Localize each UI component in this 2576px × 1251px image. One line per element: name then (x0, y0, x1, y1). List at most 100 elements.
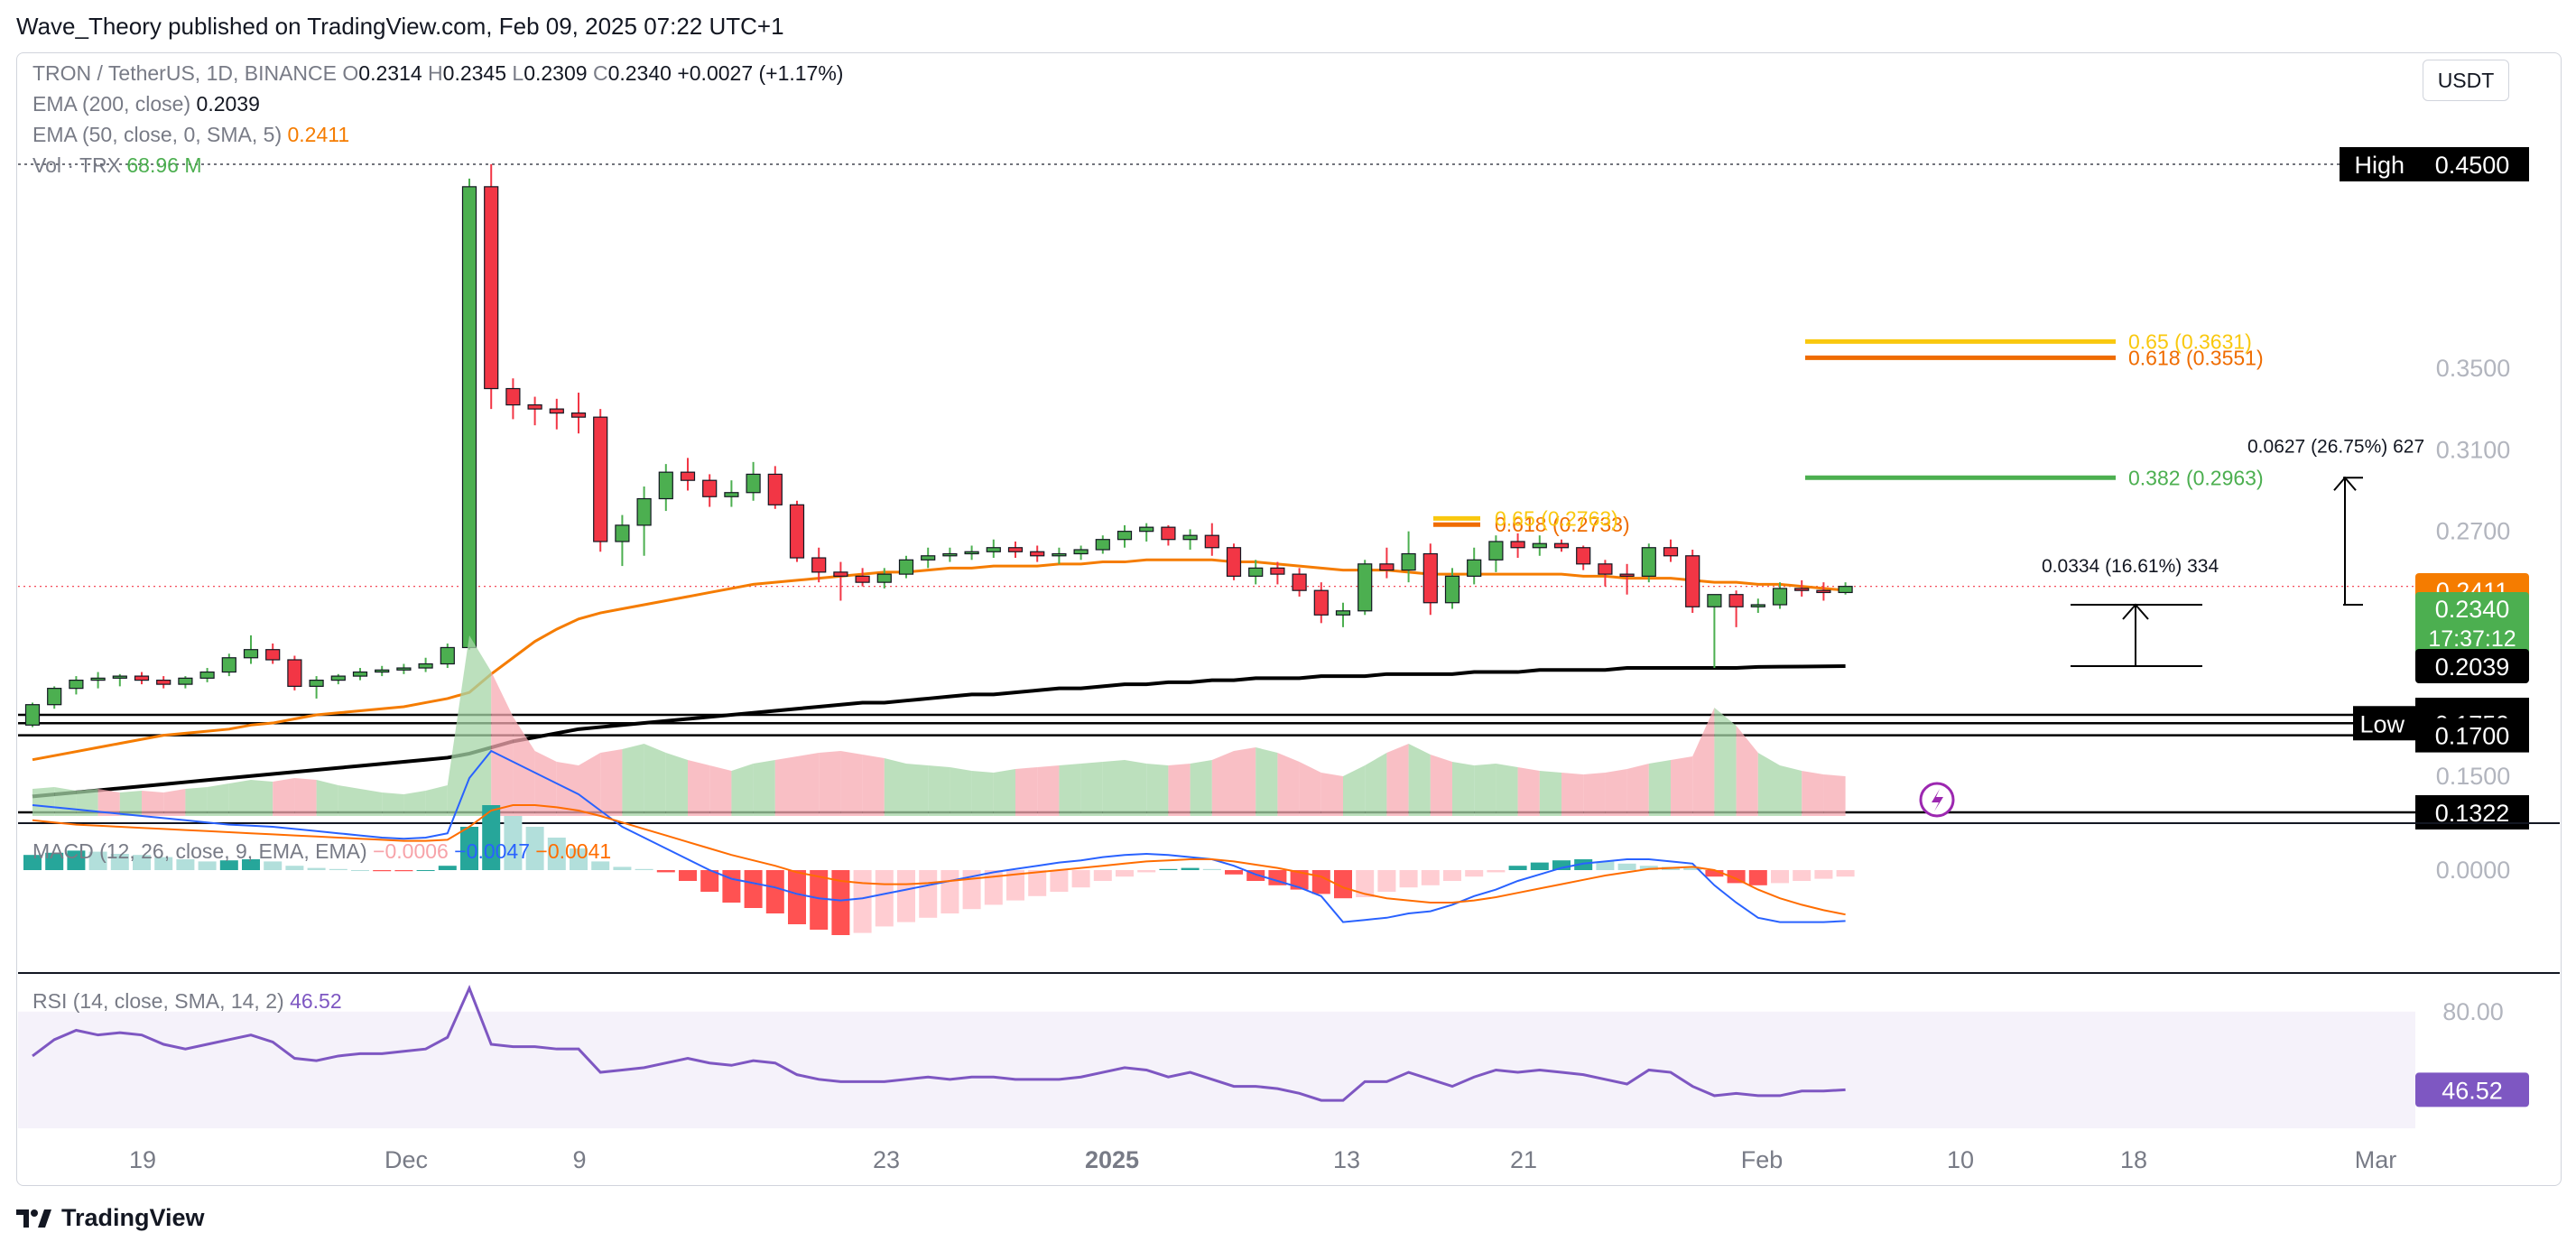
candle-body[interactable] (1292, 573, 1307, 591)
candle-body[interactable] (1335, 610, 1351, 616)
candle-body[interactable] (746, 473, 761, 494)
legend-macd-label[interactable]: MACD (12, 26, close, 9, EMA, EMA) (32, 839, 367, 863)
candle-body[interactable] (986, 547, 1001, 552)
candle-body[interactable] (265, 649, 281, 661)
candle-body[interactable] (418, 663, 433, 669)
candle-body[interactable] (47, 688, 62, 706)
candle-body[interactable] (1553, 542, 1570, 549)
candle-body[interactable] (1467, 559, 1482, 577)
candle-body[interactable] (1073, 549, 1089, 555)
candle-body[interactable] (1357, 563, 1373, 612)
candle-body[interactable] (1750, 604, 1765, 607)
candle-body[interactable] (1663, 547, 1679, 557)
candle-body[interactable] (615, 524, 630, 542)
macd-histogram-bar (67, 850, 86, 870)
candle-body[interactable] (1488, 541, 1504, 561)
candle-body[interactable] (375, 669, 390, 673)
candle-body[interactable] (1204, 534, 1219, 549)
candle-body[interactable] (1117, 531, 1133, 541)
candle-body[interactable] (724, 492, 739, 497)
candle-body[interactable] (1030, 551, 1045, 557)
candle-body[interactable] (767, 473, 783, 505)
candle-body[interactable] (1772, 588, 1788, 606)
candle-body[interactable] (156, 679, 171, 685)
candle-body[interactable] (898, 559, 914, 575)
candle-body[interactable] (396, 667, 412, 671)
candle-body[interactable] (221, 657, 236, 673)
volume-area (1517, 767, 1540, 816)
candle-body[interactable] (1248, 567, 1264, 577)
candle-body[interactable] (1401, 552, 1416, 571)
volume-area (1211, 751, 1234, 816)
candle-body[interactable] (1619, 573, 1635, 577)
candle-body[interactable] (1641, 547, 1656, 577)
candle-body[interactable] (484, 186, 499, 390)
candle-body[interactable] (876, 573, 892, 583)
candle-body[interactable] (1576, 547, 1591, 565)
candle-body[interactable] (527, 403, 542, 410)
volume-area (1365, 753, 1387, 816)
candle-body[interactable] (1379, 563, 1395, 571)
candle-body[interactable] (90, 677, 106, 681)
legend-ema200-row: EMA (200, close) 0.2039 (32, 92, 260, 116)
candle-body[interactable] (1161, 526, 1176, 541)
candle-body[interactable] (1226, 547, 1242, 577)
candle-body[interactable] (1139, 526, 1154, 533)
candle-body[interactable] (1794, 588, 1810, 591)
currency-button[interactable]: USDT (2423, 60, 2509, 101)
candle-body[interactable] (1728, 594, 1744, 607)
volume-area (1757, 753, 1780, 816)
candle-body[interactable] (636, 497, 652, 526)
candle-body[interactable] (964, 551, 979, 555)
candle-body[interactable] (24, 704, 41, 726)
candle-body[interactable] (1598, 563, 1613, 575)
candle-body[interactable] (1052, 552, 1067, 557)
candle-body[interactable] (1532, 542, 1547, 549)
candle-body[interactable] (1270, 567, 1285, 575)
candle-body[interactable] (789, 504, 805, 559)
candle-body[interactable] (352, 671, 368, 677)
legend-volume-label[interactable]: Vol · TRX (32, 153, 121, 177)
candle-body[interactable] (1095, 539, 1110, 551)
candle-body[interactable] (1444, 575, 1460, 604)
candle-body[interactable] (1707, 594, 1722, 607)
candle-body[interactable] (243, 649, 259, 659)
candle-body[interactable] (702, 479, 718, 497)
candle-body[interactable] (921, 555, 936, 561)
candle-body[interactable] (658, 471, 673, 500)
candle-body[interactable] (855, 575, 870, 583)
candle-body[interactable] (287, 659, 302, 687)
legend-rsi-label[interactable]: RSI (14, close, SMA, 14, 2) (32, 989, 284, 1013)
candle-body[interactable] (1510, 541, 1525, 549)
candle-body[interactable] (505, 387, 521, 406)
candle-body[interactable] (1007, 547, 1024, 552)
legend-symbol[interactable]: TRON / TetherUS, 1D, BINANCE (32, 61, 337, 85)
candle-body[interactable] (593, 416, 608, 542)
price-pane[interactable] (18, 162, 2419, 814)
macd-histogram-bar (1137, 870, 1156, 873)
candle-body[interactable] (942, 552, 958, 557)
candle-body[interactable] (1182, 534, 1198, 541)
candle-body[interactable] (134, 675, 150, 681)
candle-body[interactable] (69, 679, 84, 690)
candle-body[interactable] (1422, 552, 1438, 604)
candle-body[interactable] (112, 675, 127, 679)
candle-body[interactable] (549, 408, 564, 414)
candle-body[interactable] (330, 675, 346, 681)
candle-body[interactable] (178, 677, 193, 685)
candle-body[interactable] (570, 412, 587, 418)
legend-ema200-label[interactable]: EMA (200, close) (32, 92, 191, 116)
candle-body[interactable] (680, 471, 696, 481)
candle-body[interactable] (833, 571, 848, 577)
candle-body[interactable] (461, 186, 477, 649)
candle-body[interactable] (811, 557, 827, 573)
legend-ema50-label[interactable]: EMA (50, close, 0, SMA, 5) (32, 123, 283, 146)
candle-body[interactable] (440, 646, 455, 665)
candle-body[interactable] (199, 671, 215, 679)
candle-body[interactable] (1685, 555, 1700, 607)
candle-body[interactable] (1816, 589, 1831, 594)
candle-body[interactable] (309, 679, 324, 687)
candle-body[interactable] (1313, 589, 1329, 616)
candle-body[interactable] (1838, 586, 1853, 594)
